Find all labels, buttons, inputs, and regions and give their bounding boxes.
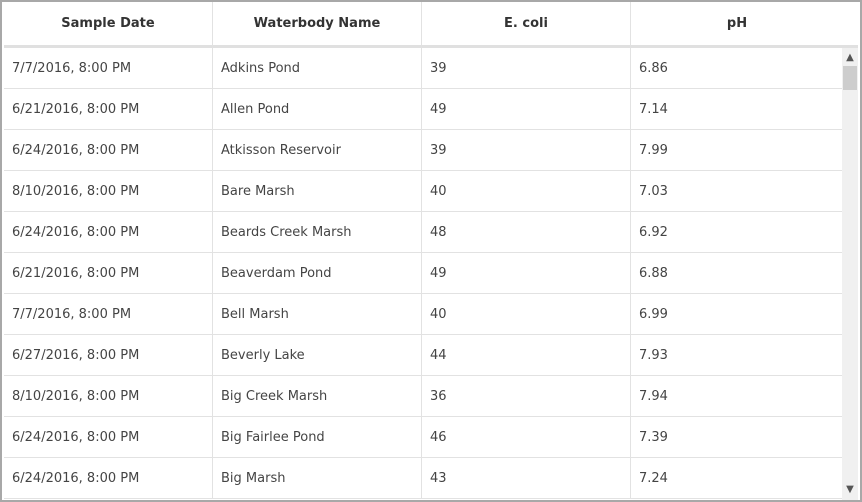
cell-e-coli: 43 <box>422 458 631 498</box>
chevron-down-icon[interactable]: ▼ <box>846 484 854 495</box>
cell-waterbody-name: Bell Marsh <box>213 294 422 334</box>
table-row[interactable]: 7/7/2016, 8:00 PM Bell Marsh 40 6.99 <box>4 294 842 335</box>
cell-ph: 6.99 <box>639 306 668 322</box>
cell-ph: 6.92 <box>639 224 668 240</box>
cell-waterbody-name: Allen Pond <box>213 89 422 129</box>
table-row[interactable]: 7/7/2016, 8:00 PM Adkins Pond 39 6.86 <box>4 48 842 89</box>
table-row[interactable]: 6/24/2016, 8:00 PM Beards Creek Marsh 48 6.… <box>4 212 842 253</box>
cell-ph: 7.03 <box>639 183 668 199</box>
grid-body: 7/7/2016, 8:00 PM Adkins Pond 39 6.86 6/21/2… <box>4 48 842 499</box>
cell-sample-date: 6/21/2016, 8:00 PM <box>4 89 213 129</box>
cell-waterbody-name: Big Marsh <box>213 458 422 498</box>
cell-waterbody-name: Beaverdam Pond <box>213 253 422 293</box>
chevron-up-icon[interactable]: ▲ <box>846 52 854 63</box>
cell-ph: 7.93 <box>639 347 668 363</box>
cell-waterbody-name: Beards Creek Marsh <box>213 212 422 252</box>
cell-sample-date: 6/24/2016, 8:00 PM <box>4 417 213 457</box>
cell-waterbody-name: Atkisson Reservoir <box>213 130 422 170</box>
grid-header: Sample Date Waterbody Name E. coli pH <box>4 2 858 48</box>
cell-ph: 6.88 <box>639 265 668 281</box>
cell-e-coli: 40 <box>422 171 631 211</box>
cell-e-coli: 40 <box>422 294 631 334</box>
cell-e-coli: 39 <box>422 130 631 170</box>
table-row[interactable]: 6/24/2016, 8:00 PM Big Marsh 43 7.24 <box>4 458 842 499</box>
cell-e-coli: 48 <box>422 212 631 252</box>
cell-sample-date: 6/24/2016, 8:00 PM <box>4 458 213 498</box>
cell-waterbody-name: Big Creek Marsh <box>213 376 422 416</box>
cell-e-coli: 46 <box>422 417 631 457</box>
cell-ph: 7.99 <box>639 142 668 158</box>
cell-ph: 6.86 <box>639 60 668 76</box>
cell-e-coli: 49 <box>422 89 631 129</box>
cell-e-coli: 44 <box>422 335 631 375</box>
cell-e-coli: 49 <box>422 253 631 293</box>
cell-waterbody-name: Bare Marsh <box>213 171 422 211</box>
cell-sample-date: 7/7/2016, 8:00 PM <box>4 294 213 334</box>
cell-sample-date: 8/10/2016, 8:00 PM <box>4 376 213 416</box>
table-row[interactable]: 6/27/2016, 8:00 PM Beverly Lake 44 7.93 <box>4 335 842 376</box>
cell-ph: 7.39 <box>639 429 668 445</box>
cell-sample-date: 6/24/2016, 8:00 PM <box>4 212 213 252</box>
table-row[interactable]: 6/21/2016, 8:00 PM Allen Pond 49 7.14 <box>4 89 842 130</box>
cell-ph: 7.14 <box>639 101 668 117</box>
cell-ph: 7.24 <box>639 470 668 486</box>
column-header-ph[interactable]: pH <box>726 16 748 31</box>
column-header-sample-date[interactable]: Sample Date <box>4 2 213 45</box>
column-header-waterbody-name[interactable]: Waterbody Name <box>213 2 422 45</box>
cell-sample-date: 6/24/2016, 8:00 PM <box>4 130 213 170</box>
cell-e-coli: 36 <box>422 376 631 416</box>
cell-sample-date: 8/10/2016, 8:00 PM <box>4 171 213 211</box>
table-row[interactable]: 8/10/2016, 8:00 PM Bare Marsh 40 7.03 <box>4 171 842 212</box>
cell-sample-date: 7/7/2016, 8:00 PM <box>4 48 213 88</box>
cell-sample-date: 6/27/2016, 8:00 PM <box>4 335 213 375</box>
cell-ph: 7.94 <box>639 388 668 404</box>
column-header-e-coli[interactable]: E. coli <box>422 2 631 45</box>
cell-sample-date: 6/21/2016, 8:00 PM <box>4 253 213 293</box>
vertical-scrollbar[interactable]: ▲ ▼ <box>842 48 858 500</box>
table-row[interactable]: 8/10/2016, 8:00 PM Big Creek Marsh 36 7.94 <box>4 376 842 417</box>
table-row[interactable]: 6/24/2016, 8:00 PM Atkisson Reservoir 39 7.… <box>4 130 842 171</box>
scrollbar-thumb[interactable] <box>843 66 857 90</box>
cell-waterbody-name: Beverly Lake <box>213 335 422 375</box>
cell-waterbody-name: Adkins Pond <box>213 48 422 88</box>
table-row[interactable]: 6/24/2016, 8:00 PM Big Fairlee Pond 46 7.39 <box>4 417 842 458</box>
cell-e-coli: 39 <box>422 48 631 88</box>
table-row[interactable]: 6/21/2016, 8:00 PM Beaverdam Pond 49 6.88 <box>4 253 842 294</box>
cell-waterbody-name: Big Fairlee Pond <box>213 417 422 457</box>
